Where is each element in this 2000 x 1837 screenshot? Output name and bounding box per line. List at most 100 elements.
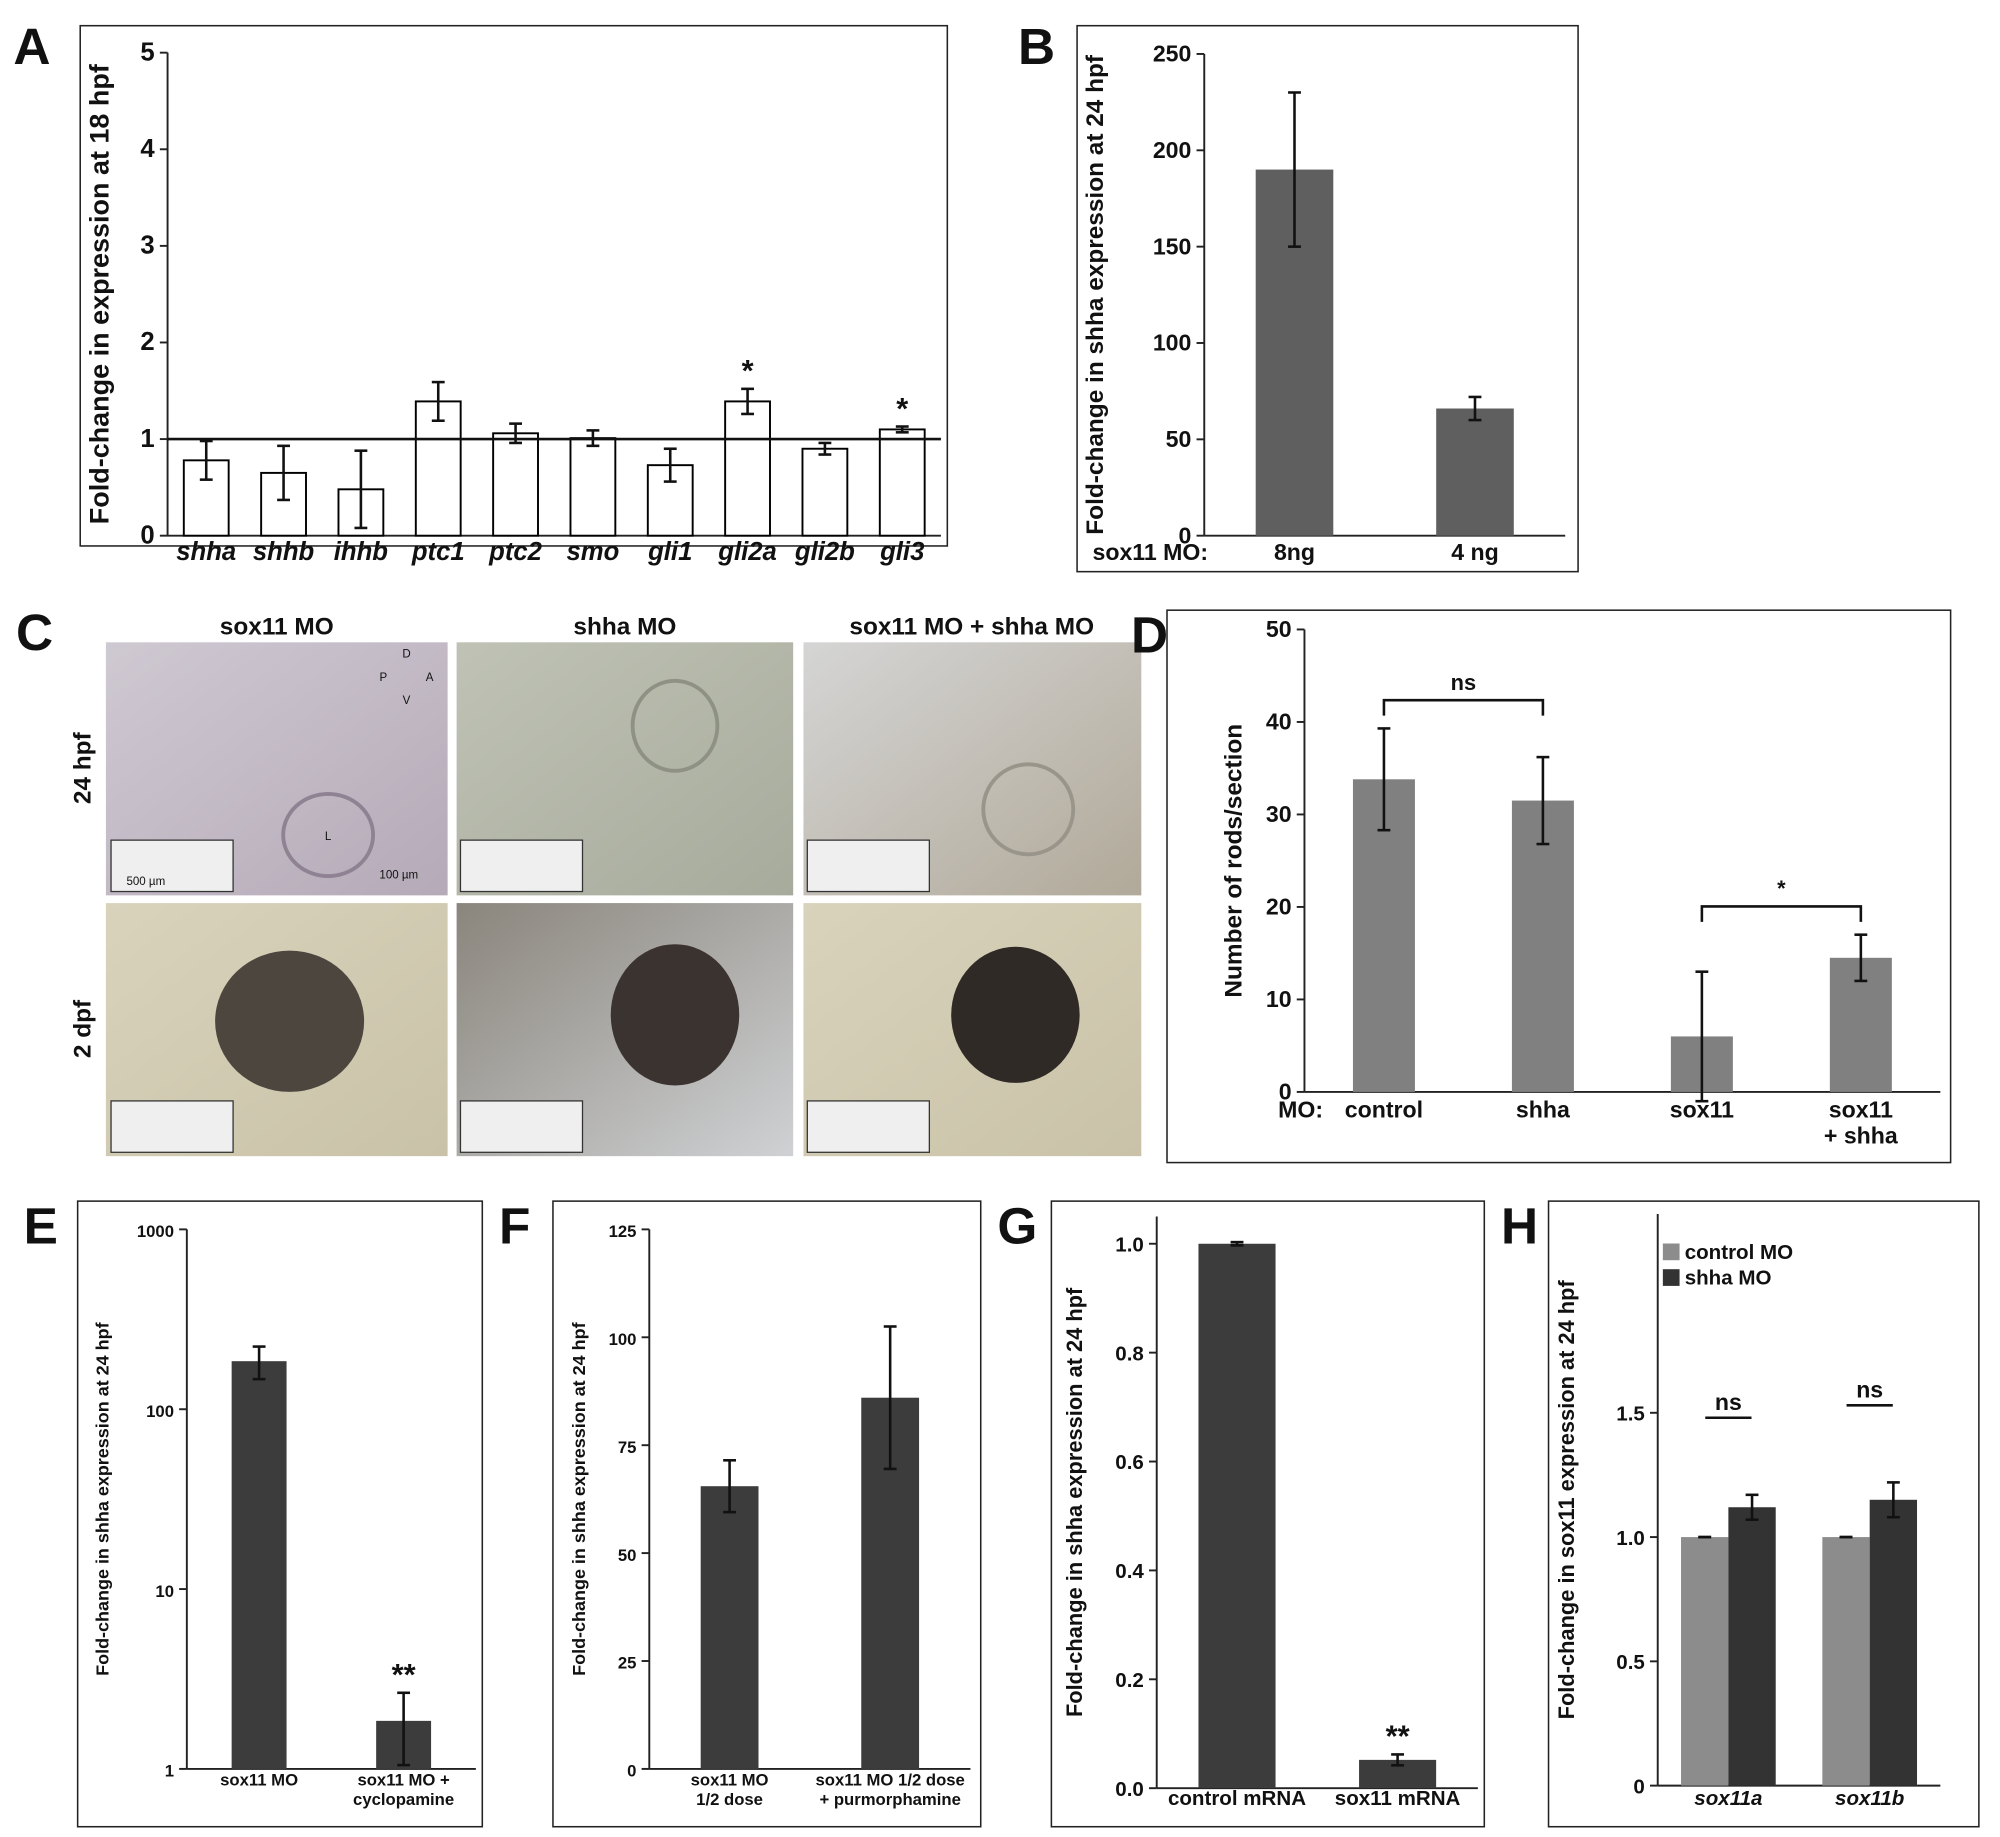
panel-frame: [1076, 24, 1579, 573]
y-tick-label: 0: [1633, 1775, 1644, 1798]
bar: [414, 400, 462, 537]
panel-letter: B: [1018, 17, 1055, 75]
x-tick-label: sox11b: [1835, 1787, 1904, 1810]
bar: [1198, 1243, 1276, 1789]
x-tick-label: control: [1345, 1097, 1423, 1123]
bar: [231, 1361, 287, 1769]
compass-label: P: [380, 672, 388, 684]
panel-letter: A: [13, 17, 50, 75]
x-tick-label: sox11a: [1694, 1787, 1762, 1810]
y-tick-label: 50: [1166, 426, 1192, 452]
y-tick-label: 2: [140, 328, 154, 356]
x-tick-label: gli1: [647, 538, 692, 566]
eye: [215, 950, 365, 1092]
significance: **: [392, 1657, 416, 1692]
y-tick-label: 10: [1266, 986, 1292, 1012]
significance: **: [1386, 1719, 1410, 1754]
y-tick-label: 100: [146, 1402, 174, 1421]
y-axis-label: Fold-change in shha expression at 24 hpf: [1062, 1287, 1087, 1717]
y-tick-label: 100: [1153, 330, 1192, 356]
x-tick-label: shhb: [253, 538, 314, 566]
x-tick-label: 8ng: [1274, 539, 1315, 565]
eye: [951, 946, 1080, 1083]
compass-label: V: [403, 695, 411, 707]
y-tick-label: 30: [1266, 801, 1292, 827]
legend-swatch: [1662, 1269, 1680, 1286]
x-tick-label: shha: [176, 538, 236, 566]
row-label: 2 dpf: [69, 999, 96, 1058]
y-tick-label: 20: [1266, 894, 1292, 920]
x-tick-label: shha: [1516, 1097, 1570, 1123]
y-tick-label: 25: [618, 1654, 637, 1673]
significance: ns: [1715, 1389, 1742, 1415]
bar: [1822, 1537, 1870, 1786]
panel-frame: [1547, 1200, 1980, 1828]
y-tick-label: 0.2: [1115, 1669, 1144, 1692]
image-panel: C sox11 MO shha MO sox11 MO + shha MO 24…: [16, 603, 1142, 1157]
bracket: [1382, 698, 1545, 716]
y-axis-label: Fold-change in expression at 18 hpf: [84, 63, 114, 524]
legend-label: shha MO: [1685, 1267, 1772, 1290]
scale-bar-label: 100 µm: [379, 870, 418, 882]
y-tick-label: 250: [1153, 41, 1192, 67]
panel-frame: [552, 1200, 982, 1828]
y-axis-label: Fold-change in shha expression at 24 hpf: [92, 1321, 112, 1675]
row-label: 24 hpf: [69, 731, 96, 804]
y-tick-label: 10: [155, 1582, 174, 1601]
y-tick-label: 5: [140, 38, 154, 66]
y-tick-label: 75: [618, 1438, 637, 1457]
significance: ns: [1451, 670, 1476, 695]
scale-bar-label: 500 µm: [126, 876, 165, 888]
y-tick-label: 0.8: [1115, 1342, 1144, 1365]
y-tick-label: 200: [1153, 137, 1192, 163]
y-tick-label: 50: [1266, 616, 1292, 642]
inset: [806, 1100, 930, 1153]
x-axis-prefix: MO:: [1278, 1097, 1323, 1123]
bar: [492, 432, 539, 537]
bar: [1869, 1499, 1918, 1786]
y-axis-label: Fold-change in shha expression at 24 hpf: [569, 1321, 589, 1675]
significance: *: [742, 353, 754, 388]
bar: [1681, 1537, 1729, 1786]
panel-letter: E: [24, 1197, 58, 1255]
panel-frame: [79, 24, 949, 547]
y-tick-label: 1.5: [1616, 1403, 1645, 1426]
y-tick-label: 1.0: [1115, 1233, 1144, 1256]
column-title: sox11 MO + shha MO: [849, 614, 1094, 641]
inset: [110, 1100, 234, 1153]
y-tick-label: 3: [140, 232, 154, 260]
y-tick-label: 150: [1153, 233, 1192, 259]
y-tick-label: 0.5: [1616, 1651, 1645, 1674]
x-tick-label: sox11 MO 1/2 dose + purmorphamine: [815, 1771, 964, 1809]
panel-frame: [76, 1200, 484, 1828]
x-tick-label: sox11 MO + cyclopamine: [353, 1771, 454, 1809]
eye: [630, 678, 720, 773]
x-tick-label: sox11 + shha: [1824, 1097, 1898, 1149]
y-tick-label: 0.6: [1115, 1451, 1144, 1474]
bar: [801, 447, 849, 537]
x-tick-label: sox11 mRNA: [1335, 1787, 1461, 1810]
column-title: shha MO: [573, 614, 676, 641]
legend-swatch: [1662, 1243, 1680, 1261]
bracket: [1700, 905, 1863, 922]
x-tick-label: sox11: [1670, 1097, 1734, 1123]
y-tick-label: 1: [140, 425, 154, 453]
bar: [700, 1486, 759, 1769]
x-tick-label: ptc2: [488, 538, 543, 566]
y-tick-label: 1000: [137, 1222, 174, 1241]
x-tick-label: sox11 MO: [220, 1771, 298, 1790]
bar: [724, 400, 771, 537]
panel-letter: D: [1131, 606, 1168, 664]
x-tick-label: gli2a: [717, 538, 777, 566]
significance: *: [1777, 876, 1786, 901]
compass-label: A: [426, 672, 434, 684]
y-tick-label: 0: [1279, 1079, 1292, 1105]
column-title: sox11 MO: [220, 614, 334, 641]
y-tick-label: 1: [165, 1762, 174, 1781]
bar: [1511, 800, 1574, 1092]
y-tick-label: 50: [618, 1546, 637, 1565]
x-tick-label: smo: [566, 538, 619, 566]
x-tick-label: control mRNA: [1168, 1787, 1306, 1810]
eye: [281, 791, 376, 879]
x-axis-prefix: sox11 MO:: [1093, 539, 1209, 565]
